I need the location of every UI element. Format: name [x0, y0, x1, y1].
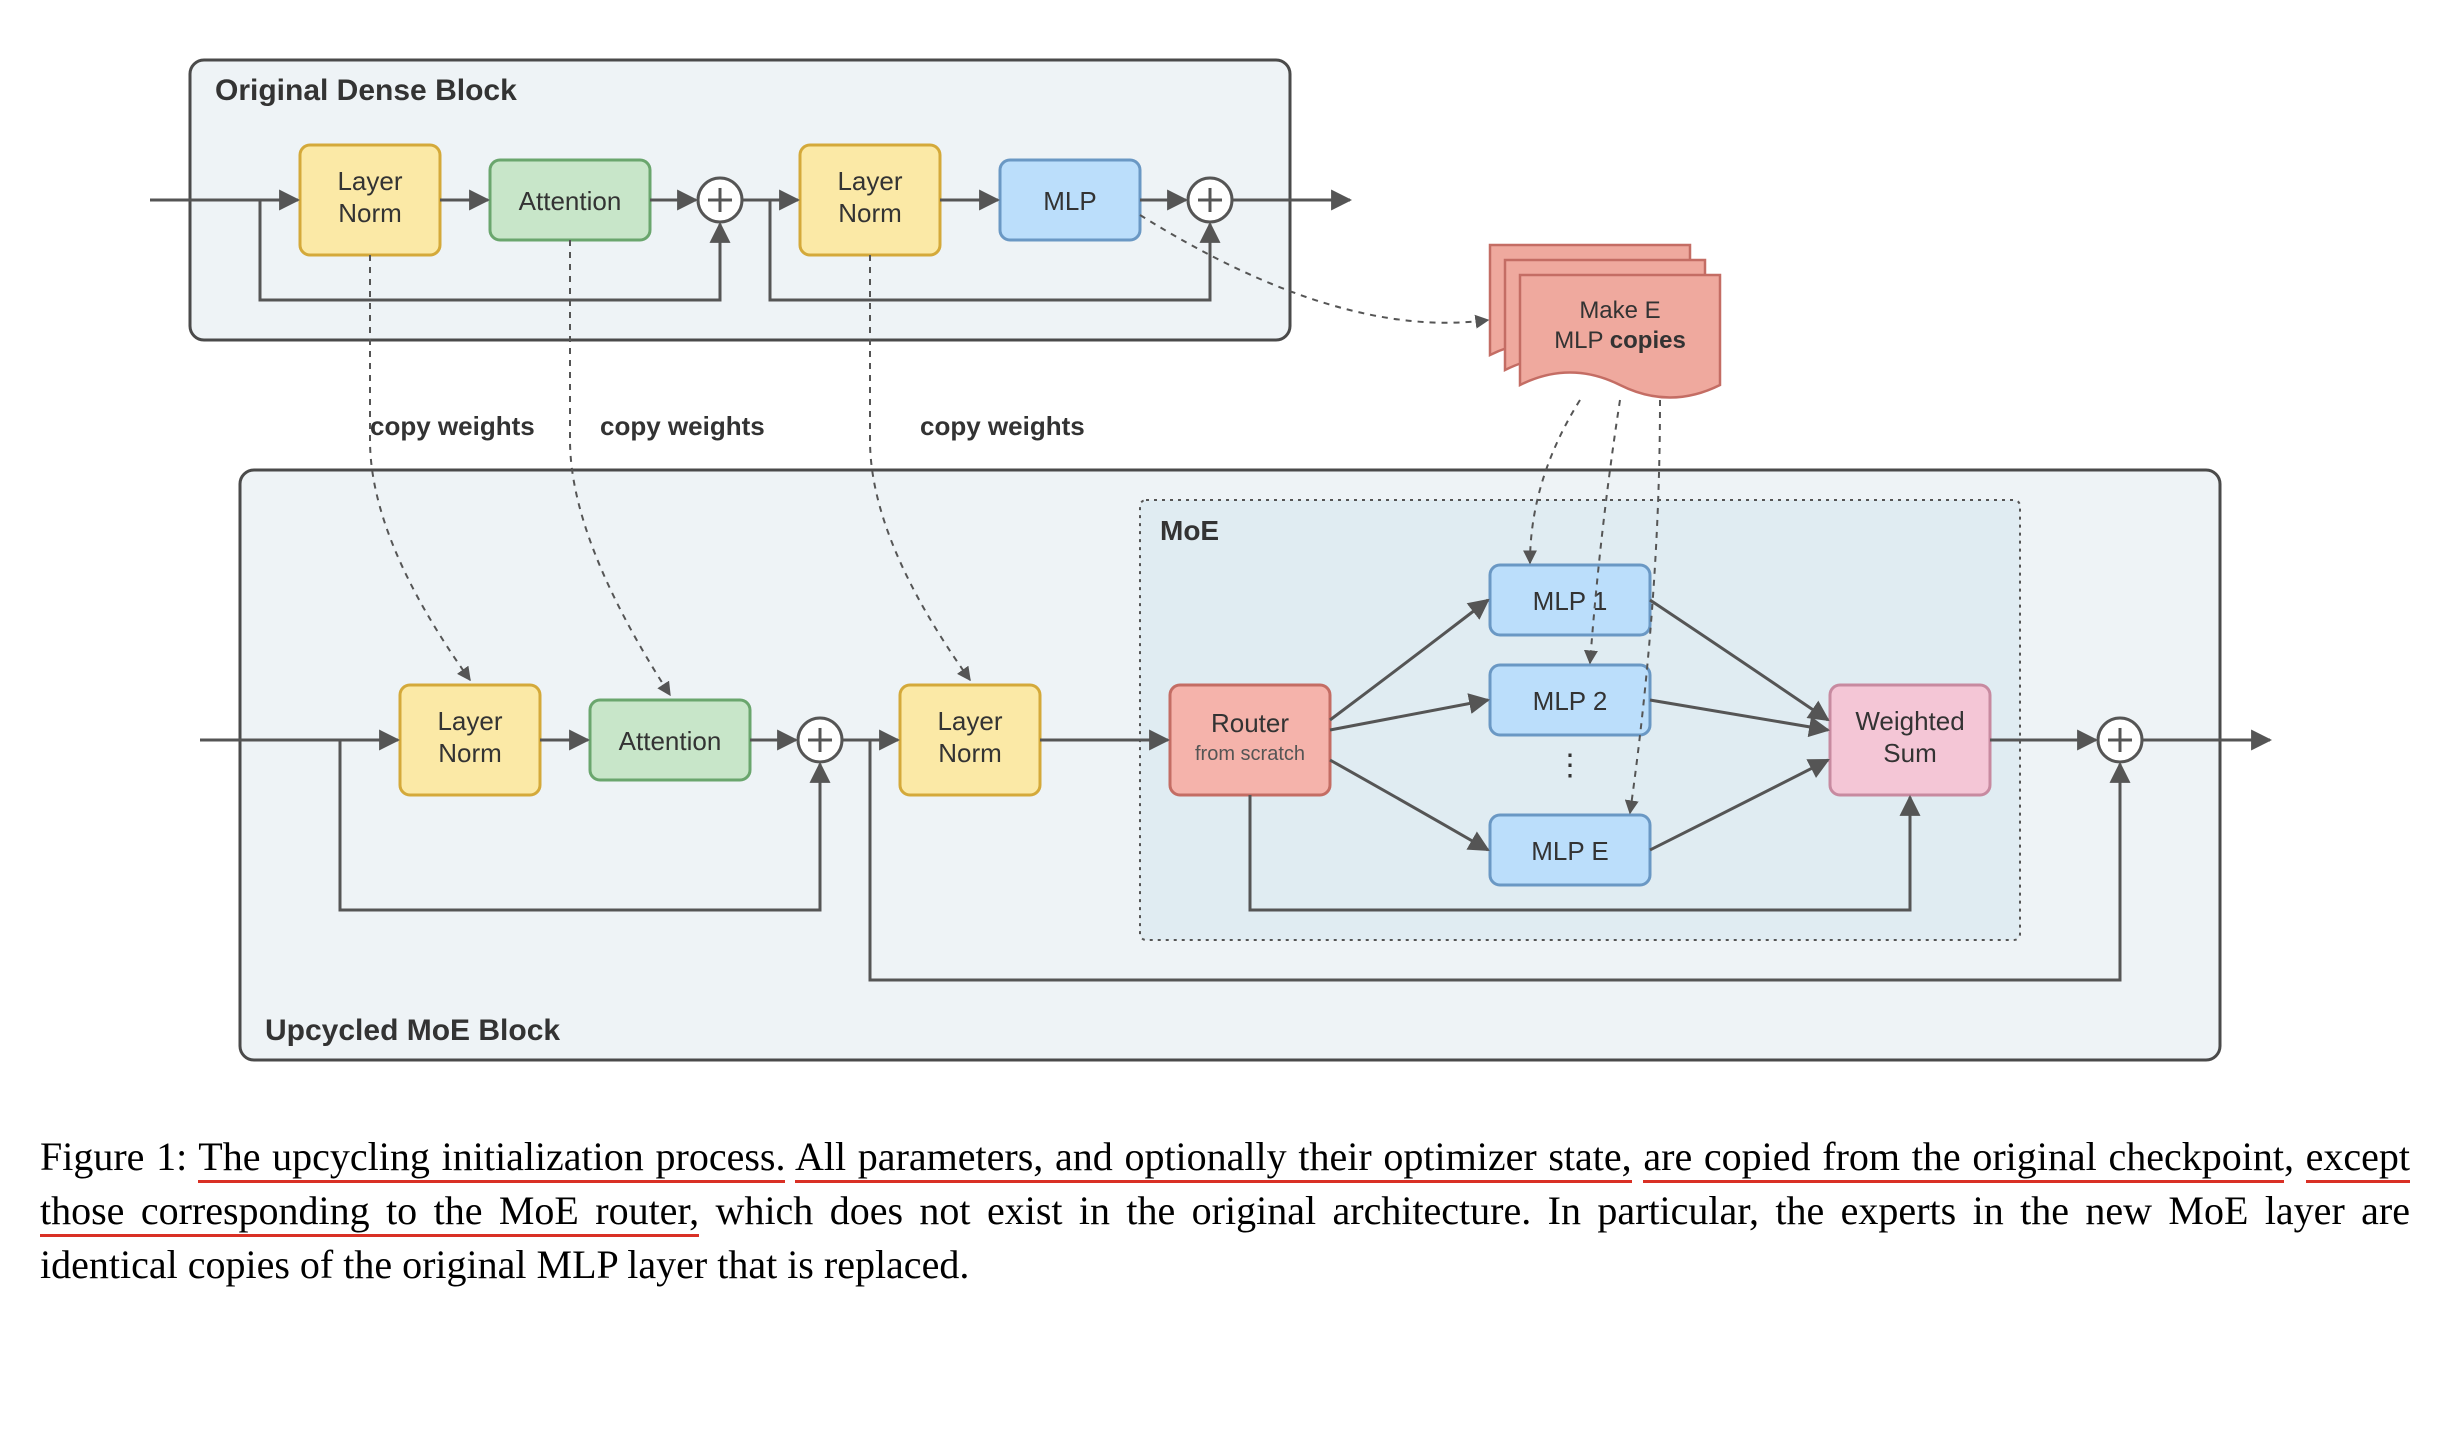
- moe-router: [1170, 685, 1330, 795]
- dense-mlp-label: MLP: [1043, 186, 1096, 216]
- svg-text:MLP 2: MLP 2: [1533, 686, 1608, 716]
- dense-layernorm-1-label-l2: Norm: [338, 198, 402, 228]
- svg-text:Weighted: Weighted: [1855, 706, 1964, 736]
- caption-underlined-1: The upcycling initialization process.: [198, 1134, 785, 1183]
- svg-text:Layer: Layer: [437, 706, 502, 736]
- diagram-container: Original Dense Block Layer Norm Attentio…: [40, 40, 2410, 1100]
- dense-layernorm-2-label-l1: Layer: [837, 166, 902, 196]
- svg-text:Layer: Layer: [937, 706, 1002, 736]
- copies-card-stack: Make E MLP copies: [1490, 245, 1720, 398]
- dense-attention-label: Attention: [519, 186, 622, 216]
- svg-text:MLP E: MLP E: [1531, 836, 1609, 866]
- copy-weights-label-3: copy weights: [920, 411, 1085, 441]
- figure-caption: Figure 1: The upcycling initialization p…: [40, 1130, 2410, 1292]
- copy-weights-label-2: copy weights: [600, 411, 765, 441]
- svg-text:Norm: Norm: [438, 738, 502, 768]
- router-l1: Router: [1211, 708, 1289, 738]
- moe-inner-title: MoE: [1160, 515, 1219, 546]
- copies-l2: MLP copies: [1554, 327, 1686, 354]
- svg-text:Norm: Norm: [938, 738, 1002, 768]
- svg-text:Sum: Sum: [1883, 738, 1936, 768]
- caption-underlined-2: All parameters, and optionally their opt…: [795, 1134, 1632, 1183]
- copy-weights-label-1: copy weights: [370, 411, 535, 441]
- copies-l1: Make E: [1579, 297, 1660, 324]
- caption-underlined-3: are copied from the original checkpoint: [1643, 1134, 2284, 1183]
- moe-block-title: Upcycled MoE Block: [265, 1014, 560, 1047]
- caption-label: Figure 1:: [40, 1134, 187, 1179]
- dense-layernorm-2-label-l2: Norm: [838, 198, 902, 228]
- dense-block-title: Original Dense Block: [215, 74, 517, 107]
- ellipsis-v: ⋮: [1555, 749, 1585, 782]
- dense-layernorm-1-label-l1: Layer: [337, 166, 402, 196]
- router-l2: from scratch: [1195, 743, 1305, 765]
- upcycling-diagram: Original Dense Block Layer Norm Attentio…: [40, 40, 2410, 1100]
- svg-text:Attention: Attention: [619, 726, 722, 756]
